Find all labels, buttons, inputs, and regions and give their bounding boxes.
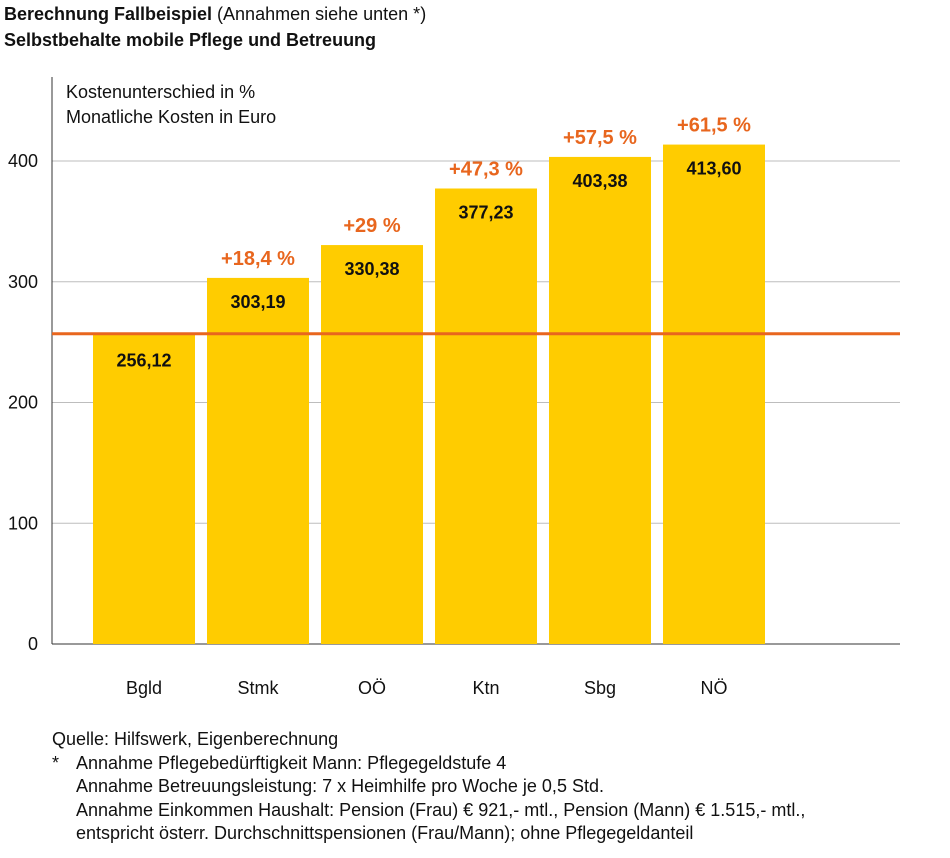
y-tick-label: 100 <box>8 513 38 533</box>
x-tick-label: Bgld <box>126 678 162 698</box>
y-tick-label: 400 <box>8 151 38 171</box>
bar-value-label: 303,19 <box>230 292 285 312</box>
x-tick-label: Ktn <box>472 678 499 698</box>
x-tick-label: NÖ <box>701 678 728 698</box>
assumption-note-4: entspricht österr. Durchschnittspensione… <box>76 823 694 843</box>
legend-text-2: Monatliche Kosten in Euro <box>66 107 276 127</box>
bar <box>435 188 537 644</box>
bar <box>663 144 765 644</box>
source-note: Quelle: Hilfswerk, Eigenberechnung <box>52 729 339 749</box>
bar-value-label: 403,38 <box>572 171 627 191</box>
bar-chart: 0 100 200 300 400 Kostenunterschied in % Monat… <box>8 77 900 698</box>
bar-percent-label: +61,5 % <box>677 115 751 137</box>
assumption-text-1: Annahme Pflegebedürftigkeit Mann: Pflege… <box>76 752 507 773</box>
x-tick-label: OÖ <box>358 678 386 698</box>
bar-percent-label: +47,3 % <box>449 158 523 180</box>
bar <box>321 245 423 644</box>
chart-footer: Quelle: Hilfswerk, Eigenberechnung * Anna… <box>52 728 805 846</box>
legend-text-1: Kostenunterschied in % <box>66 82 255 102</box>
bar-percent-label: +18,4 % <box>221 248 295 270</box>
y-tick-label: 0 <box>28 634 38 654</box>
chart-title: Berechnung Fallbeispiel (Annahmen siehe … <box>4 2 426 27</box>
bar-percent-label: +29 % <box>343 215 400 237</box>
bar <box>93 334 195 644</box>
bar-value-label: 413,60 <box>686 159 741 179</box>
assumption-note-2: Annahme Betreuungsleistung: 7 x Heimhilf… <box>76 776 604 796</box>
bar-value-label: 377,23 <box>458 202 513 222</box>
bar-value-label: 330,38 <box>344 259 399 279</box>
y-tick-label: 200 <box>8 393 38 413</box>
assumption-note-1: * Annahme Pflegebedürftigkeit Mann: Pfleg… <box>52 752 805 776</box>
chart-title-bold: Berechnung Fallbeispiel <box>4 4 213 24</box>
chart-title-rest: (Annahmen siehe unten *) <box>212 4 427 24</box>
footnote-star: * <box>52 752 60 773</box>
bar <box>207 277 309 644</box>
assumption-note-3: Annahme Einkommen Haushalt: Pension (Fra… <box>76 799 806 820</box>
x-tick-label: Sbg <box>584 678 616 698</box>
bar-value-label: 256,12 <box>116 351 171 371</box>
chart-subtitle: Selbstbehalte mobile Pflege und Betreuun… <box>4 30 377 50</box>
bar <box>549 156 651 645</box>
x-tick-label: Stmk <box>237 678 279 698</box>
bar-percent-label: +57,5 % <box>563 127 637 149</box>
y-tick-label: 300 <box>8 272 38 292</box>
